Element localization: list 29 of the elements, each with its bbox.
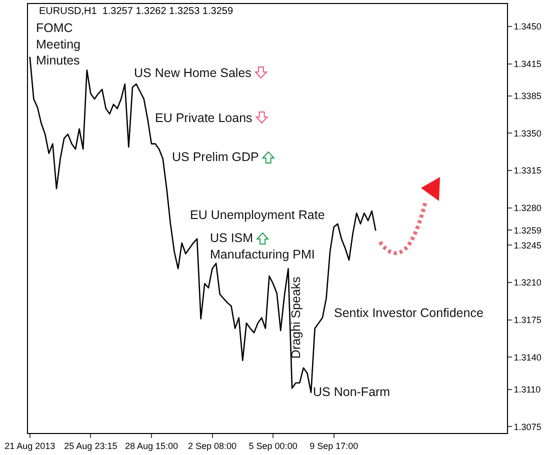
annotation: US New Home Sales (134, 66, 252, 80)
annotation: US Non-Farm (313, 385, 390, 399)
y-tick-label: 1.3450 (514, 22, 542, 32)
annotation: US ISM Manufacturing PMI (210, 231, 315, 262)
x-tick-label: 2 Sep 08:00 (188, 440, 237, 451)
annotation: Draghi Speaks (289, 276, 304, 359)
y-tick-label: 1.3075 (514, 422, 542, 432)
y-tick-label: 1.3210 (514, 278, 542, 288)
x-tick-label: 5 Sep 00:00 (248, 440, 298, 451)
annotation: US Prelim GDP (172, 150, 259, 164)
x-tick-label: 9 Sep 17:00 (310, 440, 358, 451)
y-tick-label: 1.3175 (514, 315, 542, 326)
y-tick-label: 1.3110 (514, 384, 541, 394)
annotation: FOMC Meeting Minutes (36, 21, 81, 68)
y-tick-label: 1.3140 (514, 352, 542, 362)
annotation: Sentix Investor Confidence (334, 306, 484, 320)
y-tick-label: 1.3415 (514, 58, 542, 69)
annotation: EU Private Loans (155, 111, 252, 125)
y-tick-label: 1.3350 (514, 128, 542, 138)
y-tick-label: 1.3385 (514, 90, 542, 101)
y-tick-label: 1.3315 (514, 166, 542, 176)
y-tick-label: 1.3245 (514, 240, 542, 250)
x-tick-label: 28 Aug 15:00 (124, 440, 178, 451)
x-tick-label: 21 Aug 2013 (4, 440, 56, 451)
y-tick-label: 1.3280 (514, 202, 542, 213)
y-tick-label: 1.3259 (514, 225, 542, 236)
chart-title: EURUSD,H1 1.3257 1.3262 1.3253 1.3259 (38, 6, 234, 17)
x-tick-label: 25 Aug 23:15 (64, 440, 118, 451)
annotation: EU Unemployment Rate (190, 208, 325, 222)
